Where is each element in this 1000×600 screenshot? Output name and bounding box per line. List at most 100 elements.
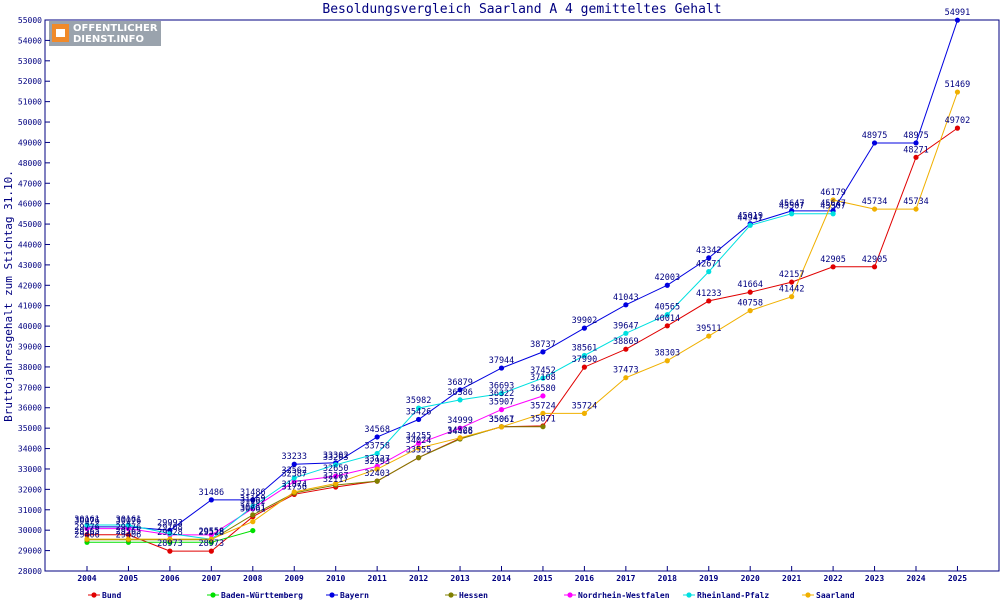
data-label: 48271 [903, 145, 929, 155]
legend-label: Saarland [816, 591, 855, 600]
data-label: 30161 [74, 515, 100, 525]
data-label: 32650 [323, 464, 349, 474]
data-label: 35061 [489, 415, 515, 425]
data-point [291, 461, 297, 467]
x-tick-label: 2025 [948, 574, 967, 583]
x-tick-label: 2018 [658, 574, 677, 583]
data-label: 40565 [655, 303, 681, 313]
data-point [664, 323, 670, 329]
legend: Bund Baden-Württemberg Bayern Hessen Nordrhe… [88, 590, 855, 600]
data-label: 44941 [737, 213, 763, 223]
y-tick-label: 39000 [18, 343, 42, 352]
data-point [291, 475, 297, 481]
legend-label: Bund [102, 591, 121, 600]
data-label: 32117 [323, 475, 349, 485]
data-point [540, 424, 546, 430]
data-point [664, 311, 670, 318]
data-point [540, 393, 546, 399]
data-label: 34024 [406, 436, 432, 446]
data-label: 41442 [779, 285, 805, 295]
data-label: 40014 [655, 314, 681, 324]
data-point [167, 548, 173, 554]
data-point [291, 489, 297, 495]
data-label: 31062 [240, 497, 266, 507]
data-label: 41043 [613, 293, 639, 303]
data-point [954, 17, 961, 23]
y-tick-label: 31000 [18, 506, 42, 515]
data-label: 34255 [406, 431, 432, 441]
data-label: 42905 [820, 255, 846, 265]
chart-title: Besoldungsvergleich Saarland A 4 gemitte… [322, 2, 721, 17]
x-tick-label: 2009 [285, 574, 304, 583]
value-labels: 3016130076295652940629776301613007629565… [74, 8, 970, 549]
y-tick-label: 35000 [18, 424, 42, 433]
legend-item: Bayern [326, 591, 369, 600]
site-logo: OFFENTLICHER DIENST.INFO [49, 21, 161, 46]
data-label: 37452 [530, 366, 556, 376]
data-label: 29565 [74, 527, 100, 537]
legend-label: Hessen [459, 591, 488, 600]
y-tick-label: 45000 [18, 220, 42, 229]
legend-label: Nordrhein-Westfalen [578, 590, 670, 600]
data-point [954, 89, 961, 95]
data-label: 49702 [945, 116, 971, 126]
data-label: 31486 [199, 488, 225, 498]
data-point [374, 450, 380, 457]
data-point [374, 434, 380, 440]
data-point [540, 349, 546, 355]
data-label: 29993 [157, 518, 183, 528]
y-tick-label: 43000 [18, 261, 42, 270]
data-point [913, 154, 919, 160]
x-tick-label: 2016 [575, 574, 594, 583]
data-label: 48975 [903, 131, 929, 141]
x-tick-label: 2010 [326, 574, 345, 583]
data-label: 30661 [240, 505, 266, 515]
data-label: 33127 [364, 454, 390, 464]
data-point [84, 536, 90, 542]
x-tick-label: 2021 [782, 574, 801, 583]
data-label: 30751 [240, 503, 266, 513]
logo-line-2: DIENST.INFO [73, 34, 144, 45]
legend-swatch-dot [448, 592, 454, 598]
data-label: 36386 [447, 388, 473, 398]
data-label: 35426 [406, 407, 432, 417]
x-tick-label: 2019 [699, 574, 718, 583]
x-tick-label: 2012 [409, 574, 428, 583]
data-label: 33233 [281, 452, 307, 462]
data-label: 32403 [364, 469, 390, 479]
data-point [789, 294, 795, 300]
y-tick-label: 40000 [18, 322, 42, 331]
data-point [84, 532, 90, 538]
data-point [581, 352, 588, 359]
y-tick-label: 41000 [18, 302, 42, 311]
y-tick-label: 55000 [18, 16, 42, 25]
data-point [333, 462, 339, 468]
data-point [457, 435, 463, 441]
legend-swatch-dot [210, 592, 216, 598]
data-point [250, 497, 256, 503]
data-point [208, 536, 214, 542]
y-tick-label: 47000 [18, 179, 42, 188]
data-point [789, 211, 795, 217]
data-point [830, 264, 836, 270]
x-tick-label: 2015 [533, 574, 552, 583]
data-label: 38869 [613, 337, 639, 347]
y-tick-label: 52000 [18, 77, 42, 86]
data-point [167, 536, 173, 542]
y-tick-label: 48000 [18, 159, 42, 168]
series-line [87, 395, 544, 536]
data-label: 29776 [116, 523, 142, 533]
data-point [623, 302, 629, 308]
data-point [581, 364, 588, 370]
data-label: 45019 [737, 212, 763, 222]
y-tick-label: 53000 [18, 57, 42, 66]
data-point [706, 269, 712, 275]
series-points [84, 17, 961, 554]
y-tick-label: 37000 [18, 383, 42, 392]
y-tick-label: 54000 [18, 36, 42, 45]
data-point [84, 522, 90, 528]
data-label: 35067 [489, 415, 515, 425]
data-label: 45734 [862, 197, 888, 207]
data-label: 46179 [820, 188, 846, 198]
data-point [125, 522, 132, 528]
